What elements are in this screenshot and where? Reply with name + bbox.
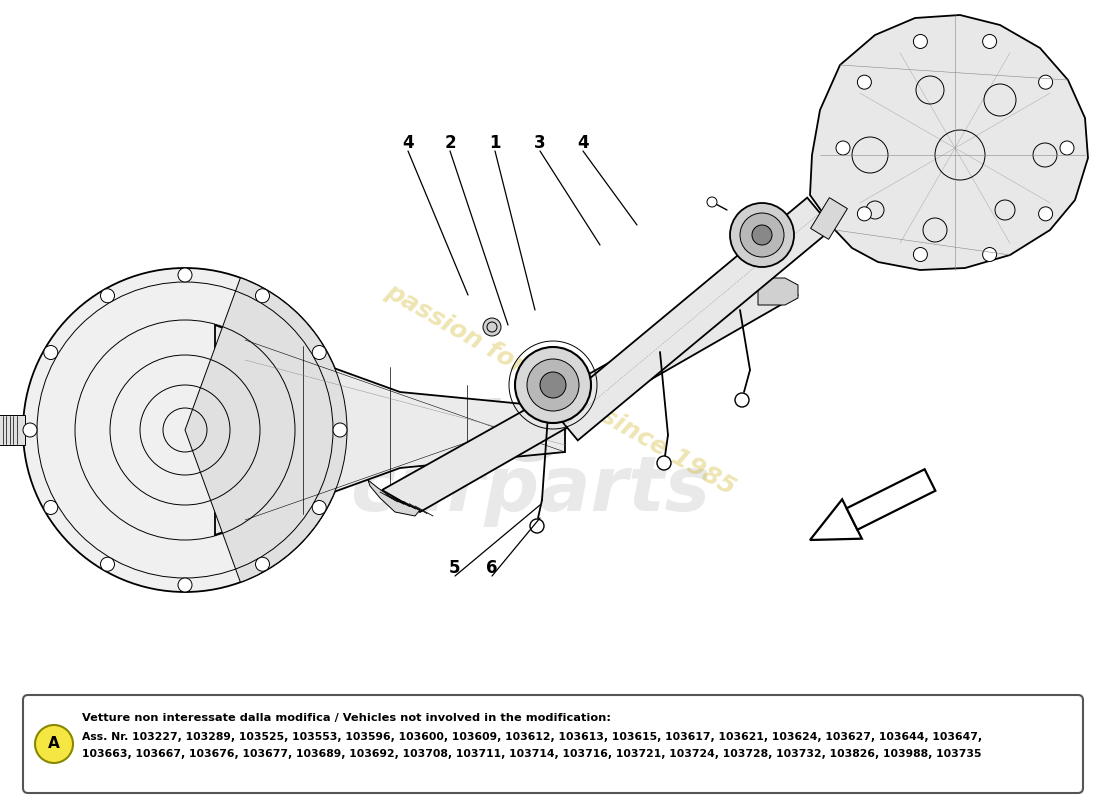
Text: 1: 1 [490, 134, 500, 152]
Text: Vetture non interessate dalla modifica / Vehicles not involved in the modificati: Vetture non interessate dalla modifica /… [82, 713, 610, 723]
Text: carparts: carparts [350, 453, 711, 527]
Circle shape [740, 213, 784, 257]
Circle shape [100, 558, 114, 571]
Text: 3: 3 [535, 134, 546, 152]
Text: Ass. Nr. 103227, 103289, 103525, 103553, 103596, 103600, 103609, 103612, 103613,: Ass. Nr. 103227, 103289, 103525, 103553,… [82, 732, 982, 742]
Circle shape [255, 289, 270, 302]
Circle shape [836, 141, 850, 155]
Circle shape [23, 268, 346, 592]
Circle shape [312, 501, 327, 514]
Circle shape [100, 289, 114, 302]
Circle shape [23, 423, 37, 437]
Polygon shape [382, 278, 798, 512]
Circle shape [1038, 207, 1053, 221]
Circle shape [982, 247, 997, 262]
Circle shape [982, 34, 997, 49]
Circle shape [333, 423, 346, 437]
Text: passion for parts since 1985: passion for parts since 1985 [381, 280, 739, 500]
Text: 4: 4 [578, 134, 588, 152]
Circle shape [540, 372, 566, 398]
Circle shape [1060, 141, 1074, 155]
Circle shape [178, 578, 192, 592]
Circle shape [527, 359, 579, 411]
Polygon shape [810, 499, 861, 540]
Polygon shape [810, 15, 1088, 270]
Text: 5: 5 [449, 559, 461, 577]
Polygon shape [811, 198, 847, 239]
Circle shape [35, 725, 73, 763]
Circle shape [255, 558, 270, 571]
Polygon shape [214, 325, 565, 535]
Circle shape [483, 318, 500, 336]
Circle shape [312, 346, 327, 359]
Circle shape [707, 197, 717, 207]
Polygon shape [368, 480, 420, 516]
Circle shape [515, 347, 591, 423]
Text: 103663, 103667, 103676, 103677, 103689, 103692, 103708, 103711, 103714, 103716, : 103663, 103667, 103676, 103677, 103689, … [82, 749, 981, 759]
Circle shape [657, 456, 671, 470]
Text: 6: 6 [486, 559, 497, 577]
Polygon shape [552, 198, 833, 440]
Polygon shape [847, 470, 935, 530]
Text: A: A [48, 737, 59, 751]
Text: 2: 2 [444, 134, 455, 152]
Circle shape [913, 247, 927, 262]
Circle shape [730, 203, 794, 267]
Circle shape [1038, 75, 1053, 89]
Circle shape [735, 393, 749, 407]
Polygon shape [758, 278, 798, 305]
Circle shape [857, 75, 871, 89]
Circle shape [44, 346, 58, 359]
Circle shape [857, 207, 871, 221]
Text: 4: 4 [403, 134, 414, 152]
Wedge shape [185, 278, 346, 582]
Circle shape [44, 501, 58, 514]
Text: euro: euro [287, 377, 573, 483]
Circle shape [530, 519, 544, 533]
Circle shape [752, 225, 772, 245]
FancyBboxPatch shape [23, 695, 1083, 793]
Circle shape [913, 34, 927, 49]
Bar [0, 415, 25, 445]
Circle shape [178, 268, 192, 282]
